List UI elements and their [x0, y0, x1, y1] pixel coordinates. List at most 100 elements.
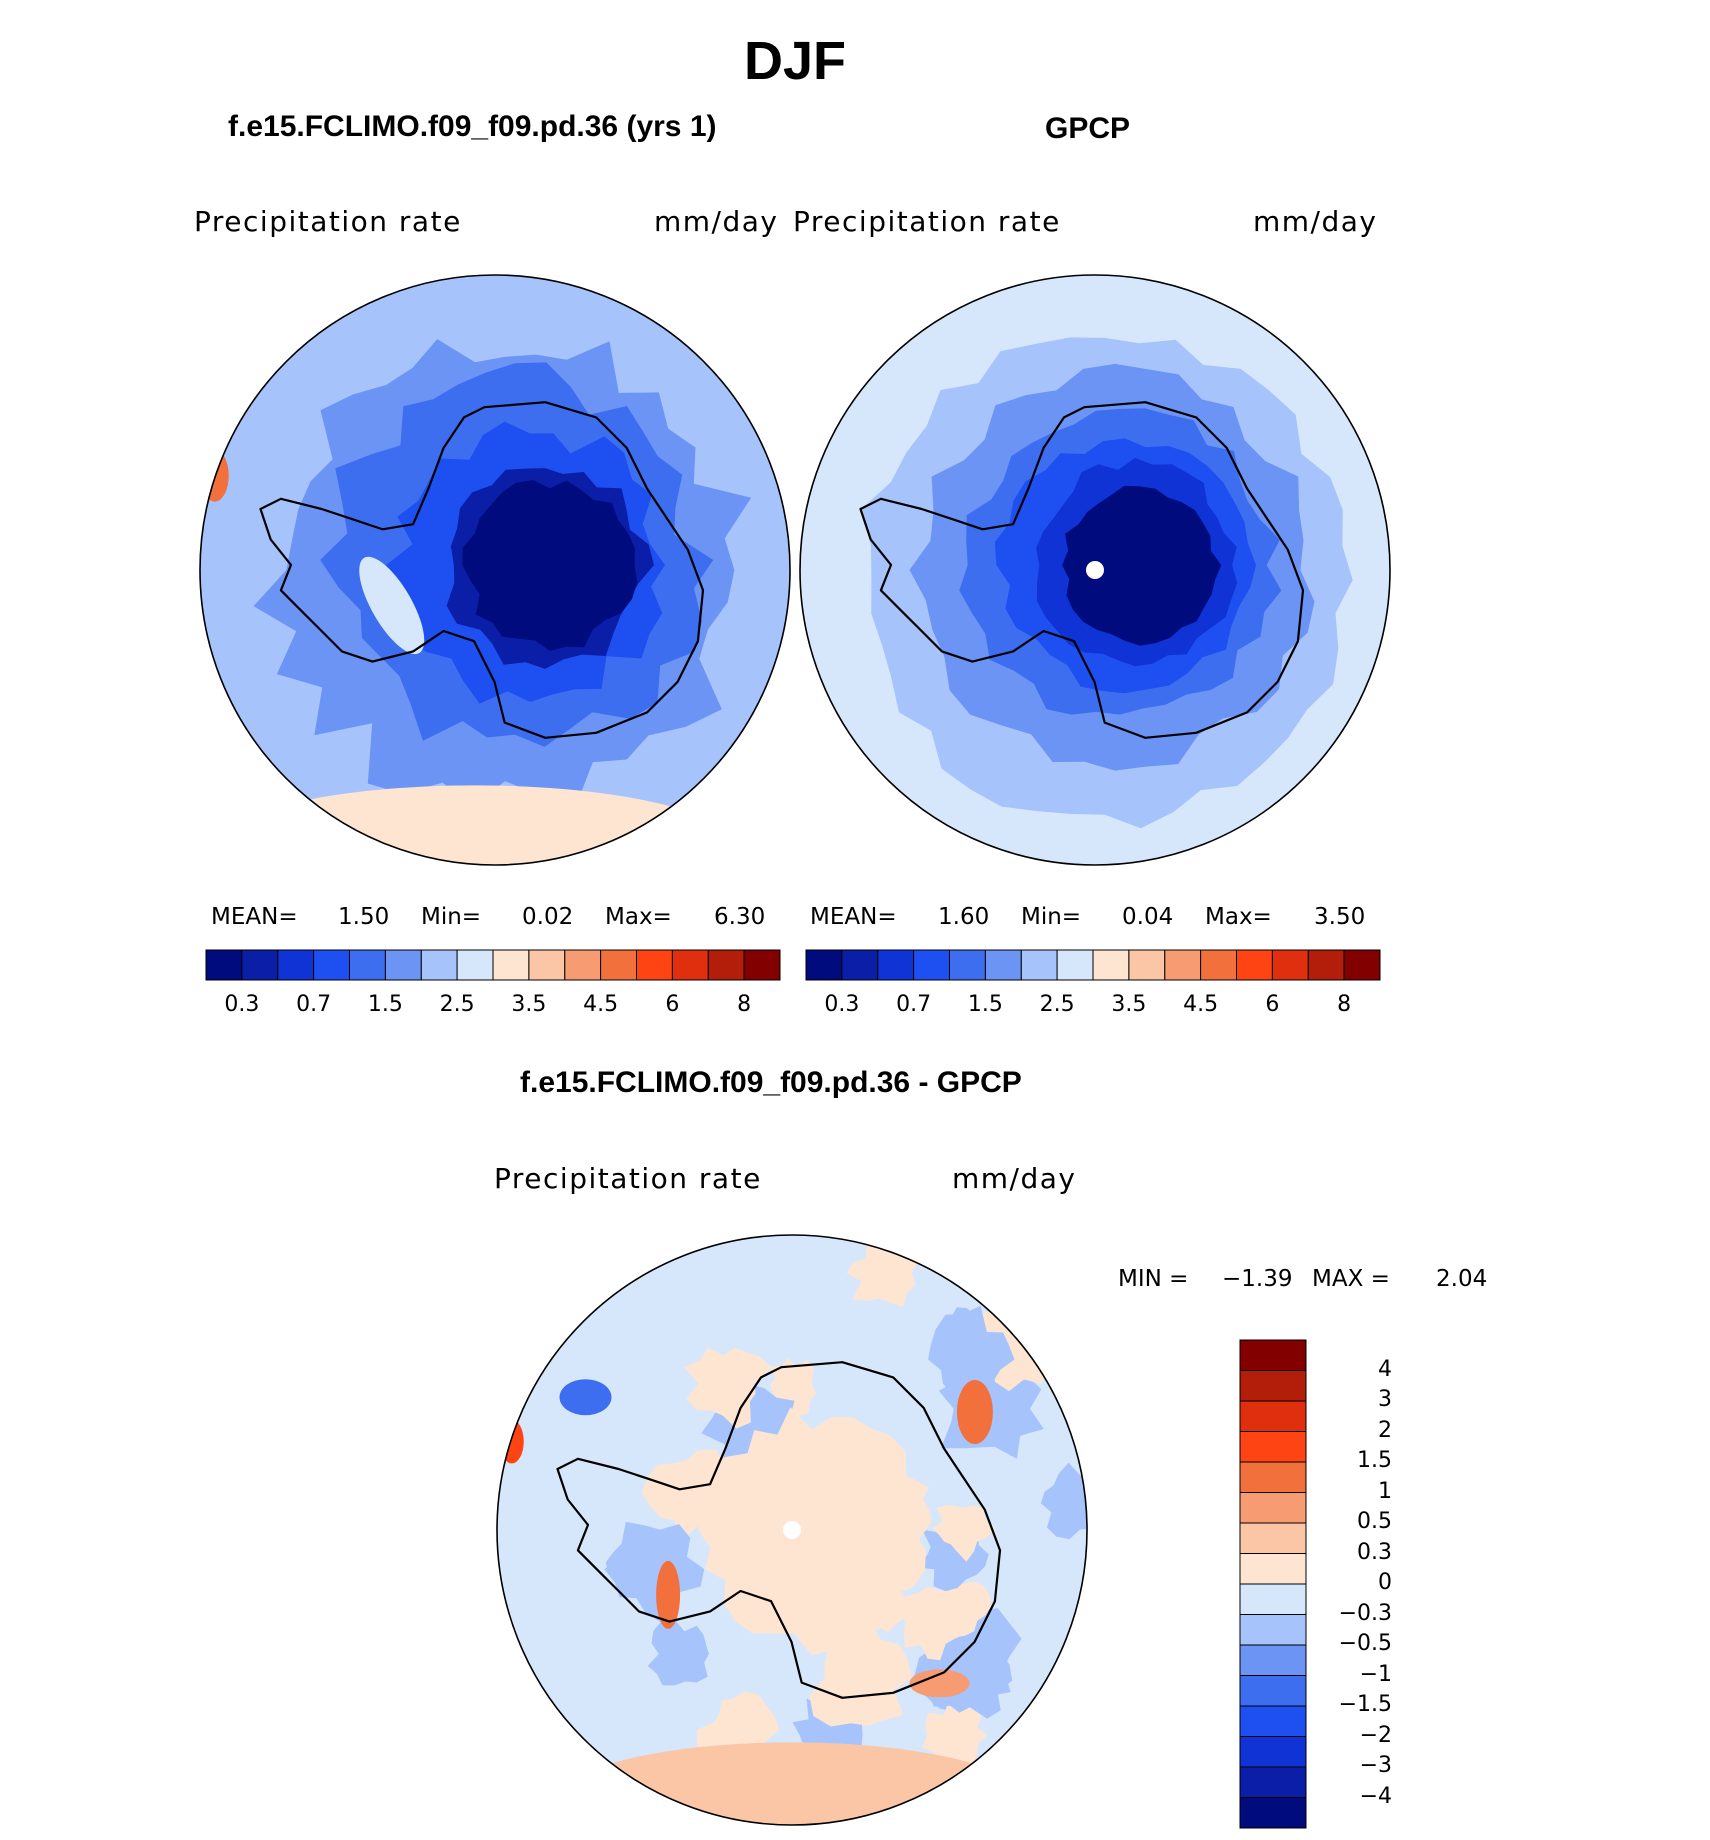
colorbar1-swatch	[528, 949, 566, 981]
colorbar3-swatch	[1239, 1583, 1307, 1615]
colorbar3-swatch	[1239, 1766, 1307, 1798]
colorbar3-swatch	[1239, 1675, 1307, 1707]
panel2-mean-label: MEAN=	[810, 904, 897, 930]
map-field-2	[800, 275, 1390, 865]
antarctica-outline	[259, 401, 705, 739]
colorbar1-swatch	[636, 949, 673, 981]
colorbar2-swatch	[1164, 949, 1202, 981]
colorbar1-tick-label: 0.7	[296, 992, 332, 1017]
colorbar3-tick-label: −4	[1359, 1783, 1392, 1809]
page-title: DJF	[743, 31, 846, 91]
colorbar2-tick-label: 0.7	[896, 992, 932, 1017]
colorbar2-swatch	[1271, 949, 1309, 981]
colorbar3-tick-label: 4	[1378, 1356, 1392, 1382]
colorbar1-swatch	[600, 949, 637, 981]
colorbar3-tick-label: 1	[1378, 1478, 1392, 1504]
colorbar1-tick-label: 6	[665, 992, 680, 1017]
colorbar1-swatch	[671, 949, 709, 981]
colorbar2-swatch	[1200, 949, 1237, 981]
colorbar1-swatch	[349, 949, 386, 981]
field-anomaly	[647, 1619, 709, 1686]
map-field-1	[200, 275, 790, 865]
panel3-max-label: MAX =	[1312, 1266, 1390, 1292]
colorbar2-swatch	[1092, 949, 1130, 981]
field-anomaly	[932, 1505, 995, 1562]
colorbar3-tick-label: 0.5	[1357, 1509, 1392, 1534]
field-anomaly	[956, 1380, 993, 1444]
panel3-title: f.e15.FCLIMO.f09_f09.pd.36 - GPCP	[520, 1066, 1022, 1099]
field-anomaly	[928, 1639, 1013, 1719]
field-anomaly	[928, 1305, 1015, 1407]
colorbar1-swatch	[743, 949, 781, 981]
colorbar1-tick-label: 0.3	[224, 992, 260, 1017]
colorbar2-swatch	[1343, 949, 1381, 981]
colorbar3-swatch	[1239, 1797, 1307, 1829]
colorbar2-tick-label: 1.5	[967, 992, 1003, 1017]
colorbar2-tick-label: 8	[1337, 992, 1352, 1017]
colorbar3-swatch	[1239, 1431, 1307, 1463]
panel1-mean-value: 1.50	[338, 904, 390, 930]
colorbar1-swatch	[420, 949, 458, 981]
colorbar3-swatch	[1239, 1736, 1307, 1768]
colorbar3-tick-label: 0.3	[1357, 1539, 1392, 1565]
colorbar3-swatch	[1239, 1492, 1307, 1524]
field-band	[462, 480, 638, 651]
colorbar3-tick-label: −2	[1359, 1722, 1392, 1748]
colorbar1-swatch	[492, 949, 530, 981]
field-anomaly	[922, 1699, 988, 1766]
field-band	[359, 556, 425, 655]
colorbar2-tick-label: 6	[1265, 992, 1280, 1017]
panel1-mean-label: MEAN=	[211, 904, 298, 930]
colorbar3-swatch	[1239, 1339, 1307, 1371]
field-band	[1062, 485, 1222, 646]
panel1-min-value: 0.02	[522, 904, 574, 930]
colorbar3-tick-label: −1.5	[1338, 1692, 1392, 1717]
map-boundary	[496, 1234, 1088, 1826]
panel2-variable-label: Precipitation rate	[793, 205, 1061, 238]
colorbar2-tick-label: 4.5	[1183, 992, 1219, 1017]
panel3-units: mm/day	[952, 1162, 1077, 1195]
field-anomaly	[902, 1586, 972, 1661]
field-anomaly	[605, 1527, 669, 1596]
colorbar2-swatch	[1056, 949, 1094, 981]
colorbar2-swatch	[984, 949, 1022, 981]
colorbar2-swatch	[1236, 949, 1273, 981]
colorbar3-tick-label: 3	[1378, 1387, 1392, 1412]
colorbar1-swatch	[564, 949, 602, 981]
colorbar2-swatch	[841, 949, 879, 981]
panel2-min-value: 0.04	[1122, 904, 1174, 930]
panel2-units: mm/day	[1253, 205, 1378, 238]
panel3-variable-label: Precipitation rate	[494, 1162, 762, 1195]
colorbar1-swatch	[313, 949, 351, 981]
colorbar3-tick-label: −1	[1359, 1661, 1392, 1687]
field-anomaly	[1040, 1462, 1087, 1540]
field-anomaly	[656, 1560, 681, 1629]
field-anomaly	[909, 1669, 970, 1698]
panel2-min-label: Min=	[1021, 904, 1082, 930]
colorbar2-tick-label: 2.5	[1039, 992, 1075, 1017]
field-anomaly	[559, 1379, 612, 1416]
field-band	[209, 785, 741, 865]
map-panel-3	[496, 1234, 1088, 1826]
colorbar3-swatch	[1239, 1614, 1307, 1646]
colorbar1-tick-label: 2.5	[439, 992, 475, 1017]
map-boundary	[199, 274, 791, 866]
panel2-title: GPCP	[1045, 112, 1131, 145]
panel3-min-label: MIN =	[1118, 1266, 1189, 1292]
colorbar3-tick-label: 0	[1378, 1570, 1392, 1595]
colorbar2-swatch	[1307, 949, 1345, 981]
map-panel-2	[799, 274, 1391, 866]
panel1-variable-label: Precipitation rate	[194, 205, 462, 238]
panel1-max-label: Max=	[605, 904, 672, 930]
colorbar1-tick-label: 1.5	[367, 992, 403, 1017]
colorbar2-tick-label: 0.3	[824, 992, 860, 1017]
colorbar2-swatch	[1020, 949, 1058, 981]
colorbar1-tick-label: 3.5	[511, 992, 547, 1017]
colorbar2-swatch	[805, 949, 843, 981]
field-anomaly	[695, 1407, 930, 1656]
colorbar3-swatch	[1239, 1370, 1307, 1402]
colorbar3-tick-label: −3	[1359, 1753, 1392, 1778]
panel1-units: mm/day	[654, 205, 779, 238]
field-anomaly	[684, 1347, 773, 1429]
